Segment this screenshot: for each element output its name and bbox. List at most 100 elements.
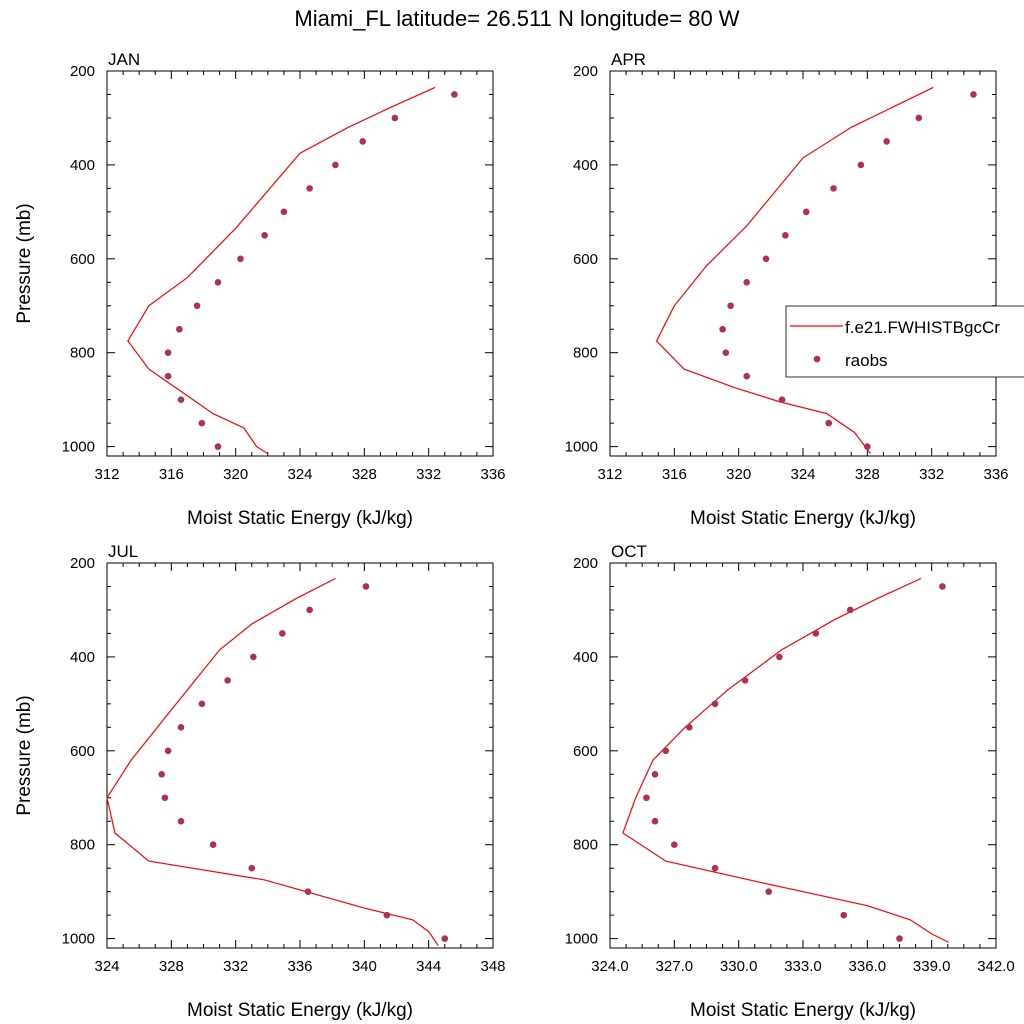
x-tick-label: 339.0: [913, 958, 951, 975]
y-tick-label: 800: [573, 837, 598, 854]
obs-point: [727, 302, 734, 310]
y-tick-label: 400: [70, 649, 95, 666]
y-tick-label: 1000: [62, 931, 95, 948]
obs-point: [686, 724, 693, 731]
obs-point: [214, 443, 222, 450]
panel-label: APR: [611, 50, 646, 69]
obs-point: [176, 325, 183, 333]
obs-point: [840, 911, 848, 919]
y-tick-label: 1000: [62, 439, 95, 456]
legend-obs-label: raobs: [845, 351, 888, 370]
obs-point: [161, 794, 169, 802]
obs-point: [164, 747, 172, 755]
obs-point: [332, 161, 339, 169]
obs-point: [209, 841, 217, 849]
obs-point: [939, 583, 946, 590]
y-tick-label: 400: [573, 649, 598, 666]
y-tick-label: 600: [573, 743, 598, 760]
panel-oct: OCT 324.0 327.0 330.0 333.0 336.0 339.0 342.0 20…: [565, 542, 1015, 1021]
panel-jul: JUL 324 328 332 336 340 344 348 200 400 600 800 1000…: [14, 542, 506, 1021]
obs-point: [164, 372, 172, 380]
obs-point: [830, 185, 837, 192]
obs-point: [671, 841, 678, 849]
obs-point: [177, 724, 185, 731]
y-tick-label: 200: [573, 63, 598, 80]
obs-point: [383, 911, 391, 919]
y-tick-label: 800: [70, 345, 95, 362]
obs-point: [359, 138, 367, 145]
obs-point: [224, 677, 231, 684]
x-tick-label: 320: [223, 466, 248, 483]
y-tick-label: 200: [70, 555, 95, 572]
figure-title: Miami_FL latitude= 26.511 N longitude= 8…: [294, 6, 739, 31]
panel-label: JUL: [108, 542, 138, 561]
model-series-line: [655, 86, 934, 455]
legend-obs-marker: [813, 355, 821, 363]
obs-point: [970, 91, 977, 98]
y-tick-label: 400: [70, 157, 95, 174]
x-tick-label: 336: [480, 466, 505, 483]
plot-frame: [106, 70, 494, 457]
obs-point: [643, 794, 650, 802]
panel-jan: JAN 312 316 320 324 328 332 336 200 400 600 800 1000…: [14, 50, 506, 529]
obs-point: [158, 770, 165, 778]
y-tick-label: 600: [70, 251, 95, 268]
obs-point: [177, 817, 185, 825]
obs-point: [306, 185, 313, 192]
x-axis-label: Moist Static Energy (kJ/kg): [690, 1000, 916, 1021]
obs-point: [864, 443, 871, 450]
plot-frame: [609, 562, 997, 949]
obs-point: [306, 606, 313, 614]
x-tick-label: 312: [597, 466, 622, 483]
x-tick-label: 324.0: [591, 958, 629, 975]
obs-point: [248, 864, 256, 872]
obs-point: [857, 161, 865, 169]
panel-label: JAN: [108, 50, 140, 69]
obs-point: [441, 935, 449, 942]
obs-point: [451, 91, 458, 98]
obs-point: [164, 349, 172, 357]
obs-point: [846, 606, 854, 614]
obs-point: [896, 935, 903, 942]
obs-point: [743, 372, 751, 380]
obs-point: [825, 419, 833, 427]
x-tick-label: 336.0: [849, 958, 887, 975]
x-tick-label: 342.0: [977, 958, 1015, 975]
x-tick-label: 324: [287, 466, 312, 483]
x-tick-label: 328: [855, 466, 880, 483]
y-tick-label: 600: [70, 743, 95, 760]
x-axis-label: Moist Static Energy (kJ/kg): [187, 508, 413, 529]
x-tick-label: 328: [352, 466, 377, 483]
obs-point: [662, 747, 670, 755]
y-tick-label: 800: [70, 837, 95, 854]
obs-point: [651, 817, 659, 825]
y-axis-label: Pressure (mb): [14, 203, 35, 323]
obs-point: [193, 302, 201, 310]
obs-point: [280, 208, 288, 216]
obs-point: [391, 114, 399, 122]
model-series-line: [127, 86, 436, 455]
x-tick-label: 330.0: [720, 958, 758, 975]
x-tick-label: 348: [480, 958, 505, 975]
obs-point: [812, 630, 820, 637]
y-tick-label: 400: [573, 157, 598, 174]
obs-point: [741, 677, 749, 684]
x-tick-label: 328: [159, 958, 184, 975]
y-tick-label: 800: [573, 345, 598, 362]
panels: JAN 312 316 320 324 328 332 336 200 400 600 800 1000…: [14, 50, 1015, 1021]
x-tick-label: 312: [94, 466, 119, 483]
obs-point: [304, 888, 312, 895]
legend: f.e21.FWHISTBgcCr raobs: [785, 305, 1024, 378]
legend-model-label: f.e21.FWHISTBgcCr: [845, 318, 1000, 337]
y-tick-label: 200: [70, 63, 95, 80]
model-series-line: [106, 577, 439, 947]
plot-frame: [609, 70, 997, 457]
x-tick-label: 324: [790, 466, 815, 483]
x-tick-label: 316: [662, 466, 687, 483]
panel-apr: APR 312 316 320 324 328 332 336 200 400 600 800 1000…: [565, 50, 1009, 529]
obs-point: [711, 700, 719, 708]
obs-point: [776, 653, 783, 661]
x-tick-label: 344: [416, 958, 441, 975]
x-tick-label: 320: [726, 466, 751, 483]
